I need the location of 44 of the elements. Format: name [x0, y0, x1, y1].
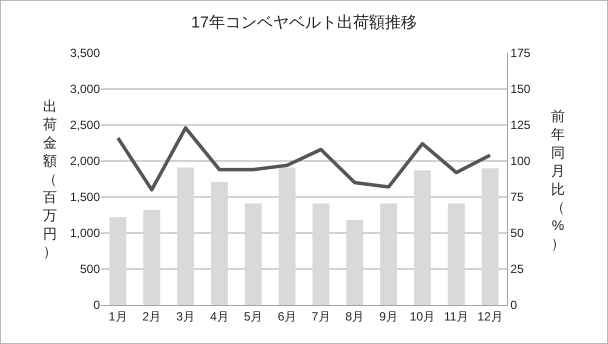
x-tick-label: 12月 [477, 309, 503, 324]
bar [109, 217, 126, 305]
bar [177, 167, 194, 305]
y2-tick-label: 100 [510, 154, 531, 168]
x-tick-label: 1月 [108, 309, 128, 324]
y-tick-label: 2,500 [70, 118, 100, 132]
x-tick-label: 5月 [244, 309, 263, 324]
x-tick-label: 7月 [312, 309, 330, 324]
x-tick-label: 3月 [176, 309, 195, 324]
x-tick-label: 9月 [379, 309, 398, 324]
bar [448, 203, 465, 305]
bar [210, 182, 228, 305]
y2-tick-label: 0 [510, 298, 518, 312]
bar [380, 203, 398, 305]
bar [414, 170, 431, 305]
x-tick-label: 2月 [142, 309, 162, 324]
y-tick-label: 3,500 [70, 46, 100, 60]
chart-title: 17年コンベヤベルト出荷額推移 [191, 14, 417, 32]
y2-tick-label: 50 [510, 226, 524, 240]
x-tick-label: 4月 [210, 309, 229, 324]
y-tick-label: 2,000 [70, 154, 100, 168]
bar [278, 167, 296, 305]
y-tick-label: 500 [80, 262, 100, 276]
y2-tick-label: 150 [510, 82, 531, 96]
bar [143, 210, 160, 305]
line-series [116, 126, 492, 192]
bar [346, 220, 364, 305]
x-tick-label: 6月 [278, 309, 296, 324]
y2-tick-label: 25 [510, 262, 524, 276]
x-tick-label: 10月 [410, 309, 436, 324]
bar [244, 203, 262, 305]
y2-tick-label: 125 [510, 118, 531, 132]
y-tick-label: 3,000 [70, 82, 100, 96]
x-tick-label: 8月 [345, 309, 364, 324]
x-tick-label: 11月 [444, 309, 468, 324]
y2-tick-label: 75 [510, 190, 524, 204]
y2-tick-label: 175 [510, 46, 531, 60]
y2-axis-title: 前年同月比（%） [551, 108, 565, 252]
y-tick-label: 1,500 [70, 190, 100, 204]
bar [482, 168, 499, 305]
text: 出荷金額（百万円） [43, 98, 57, 260]
y-tick-label: 1,000 [70, 226, 100, 240]
bar [312, 203, 330, 305]
y-tick-label: 0 [93, 298, 100, 312]
